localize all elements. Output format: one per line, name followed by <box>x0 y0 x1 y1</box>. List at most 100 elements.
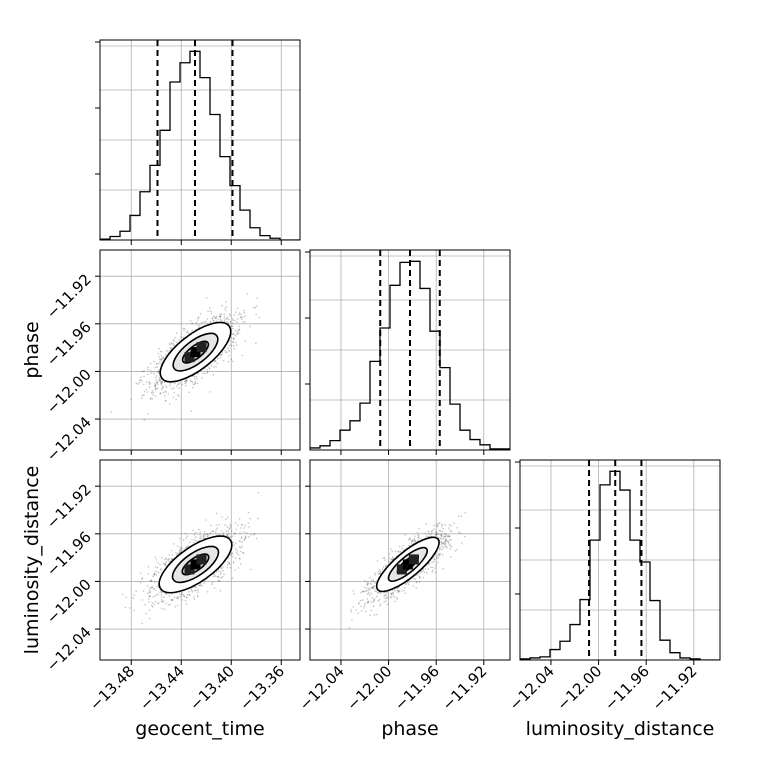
scatter-point <box>171 599 174 601</box>
scatter-point <box>154 595 156 597</box>
scatter-point <box>219 318 222 321</box>
scatter-point <box>447 535 450 537</box>
scatter-point <box>393 596 396 598</box>
scatter-point <box>158 376 161 379</box>
hist-panel-phase <box>305 249 511 451</box>
scatter-point <box>231 360 234 363</box>
scatter-point <box>199 584 201 587</box>
scatter-point <box>151 390 154 392</box>
scatter-point <box>239 540 242 543</box>
scatter-point <box>148 598 150 600</box>
scatter-point <box>384 564 387 566</box>
scatter-point <box>153 572 156 575</box>
scatter-point <box>440 543 443 545</box>
scatter-point <box>214 360 216 363</box>
scatter-point <box>150 579 153 581</box>
scatter-point <box>383 557 386 559</box>
scatter-point <box>240 527 242 529</box>
scatter-point <box>370 592 373 595</box>
scatter-point <box>413 538 416 540</box>
y-tick-label: −11.96 <box>43 318 95 370</box>
scatter-point <box>445 539 448 542</box>
scatter-point <box>244 321 246 323</box>
scatter-point <box>168 342 171 345</box>
scatter-point <box>235 311 237 313</box>
scatter-point <box>242 316 244 319</box>
density-core-bin <box>196 554 207 565</box>
scatter-point <box>435 533 437 535</box>
scatter-point <box>148 386 151 389</box>
scatter-point <box>433 560 435 563</box>
scatter-point <box>433 556 435 558</box>
scatter-point <box>173 391 175 394</box>
scatter-point <box>422 576 425 579</box>
scatter-point <box>396 597 398 599</box>
scatter-point <box>229 340 231 342</box>
scatter-point <box>223 313 225 316</box>
scatter-point <box>193 590 196 592</box>
scatter-point <box>433 558 436 561</box>
scatter-point <box>177 383 179 386</box>
scatter-point <box>372 601 374 603</box>
scatter-point <box>226 566 229 569</box>
scatter-point <box>232 327 234 330</box>
scatter-point <box>193 598 196 600</box>
scatter-point <box>169 385 171 387</box>
scatter-point <box>243 311 246 314</box>
scatter-point <box>427 568 430 570</box>
scatter-point <box>375 590 378 592</box>
scatter-point <box>176 553 178 556</box>
scatter-point <box>186 593 189 596</box>
scatter-point <box>242 321 245 323</box>
scatter-point <box>238 328 241 331</box>
x-tick-label: −11.92 <box>439 662 491 714</box>
scatter-point <box>206 533 208 536</box>
scatter-point <box>142 590 145 592</box>
scatter-point <box>141 577 143 579</box>
scatter-point <box>418 527 420 530</box>
scatter-point <box>213 366 215 368</box>
scatter-point <box>372 599 375 601</box>
scatter-point <box>157 571 160 574</box>
scatter-point <box>372 586 374 588</box>
scatter-point <box>148 589 151 591</box>
scatter-point <box>370 583 372 585</box>
scatter-point <box>162 357 165 360</box>
scatter-point <box>206 533 209 535</box>
scatter-point <box>165 561 167 563</box>
scatter-point <box>450 530 453 533</box>
scatter-point <box>228 562 230 565</box>
scatter-point <box>391 558 393 561</box>
scatter-point <box>229 320 232 323</box>
scatter-point <box>232 337 234 339</box>
scatter-point <box>169 346 171 349</box>
scatter-point <box>160 382 162 385</box>
scatter-point <box>243 531 245 533</box>
scatter-point <box>192 322 194 325</box>
scatter-point <box>426 572 428 574</box>
scatter-point <box>438 522 441 525</box>
scatter-point <box>240 316 242 318</box>
scatter-point <box>371 596 374 599</box>
scatter-point <box>377 570 380 573</box>
scatter-point <box>215 524 218 526</box>
scatter-point <box>160 568 162 570</box>
scatter-point <box>205 297 208 299</box>
scatter-point <box>447 540 450 543</box>
scatter-point <box>398 551 400 553</box>
scatter-point <box>217 318 219 320</box>
scatter-point <box>175 551 177 554</box>
scatter-point <box>154 581 156 583</box>
scatter-point <box>201 377 203 380</box>
scatter-point <box>448 543 451 546</box>
scatter-point <box>388 557 391 560</box>
scatter-point <box>453 522 455 525</box>
scatter-point <box>372 580 375 583</box>
scatter-point <box>185 603 188 605</box>
scatter-point <box>220 570 222 573</box>
scatter-point <box>145 388 147 391</box>
scatter-point <box>161 356 163 359</box>
scatter-point <box>441 548 443 551</box>
scatter-point <box>202 372 204 375</box>
scatter-point <box>226 564 229 566</box>
